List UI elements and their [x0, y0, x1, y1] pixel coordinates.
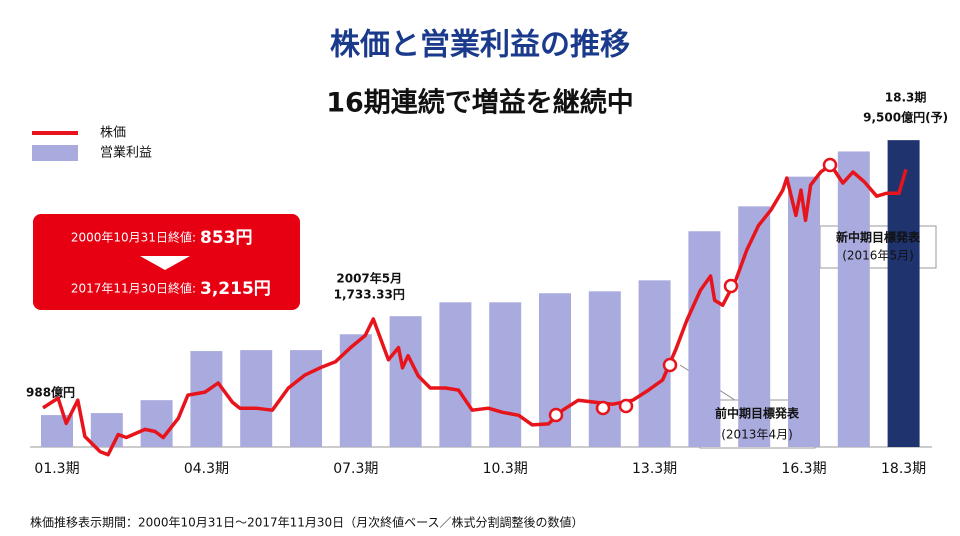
legend-label: 営業利益	[100, 145, 152, 161]
annotation: (2016年5月)	[842, 249, 914, 263]
bar	[688, 231, 721, 447]
data-label: 988億円	[26, 385, 75, 400]
bar	[290, 350, 322, 447]
x-tick-label: 10.3期	[483, 461, 528, 477]
event-marker	[618, 398, 634, 414]
x-tick-label: 01.3期	[34, 461, 79, 477]
x-tick-label: 07.3期	[333, 461, 378, 477]
annotation: 前中期目標発表	[715, 406, 800, 421]
annotation: 2000年10月31日終値:	[71, 230, 196, 245]
event-marker	[723, 278, 739, 294]
data-label: 1,733.33円	[334, 288, 405, 302]
x-tick-label: 16.3期	[781, 461, 826, 477]
bar	[788, 176, 820, 448]
event-marker	[822, 157, 838, 173]
annotation: 18.3期	[885, 90, 927, 105]
bar	[389, 316, 422, 447]
annotation: 2017年11月30日終値:	[71, 281, 196, 296]
data-label: 9,500億円(予)	[863, 110, 948, 125]
annotation: 新中期目標発表	[836, 230, 921, 245]
x-tick-label: 13.3期	[632, 461, 677, 477]
footnote: 株価推移表示期間：2000年10月31日～2017年11月30日（月次終値ベース…	[30, 515, 584, 530]
bar	[90, 413, 123, 447]
bar	[489, 302, 522, 447]
bar	[887, 140, 920, 447]
event-marker	[595, 400, 611, 416]
bar	[240, 350, 273, 447]
arrow	[140, 256, 190, 270]
price-line	[42, 163, 908, 457]
event-marker	[548, 407, 564, 423]
chart-title: 株価と営業利益の推移	[330, 28, 630, 63]
bar	[837, 151, 870, 447]
bar	[140, 400, 173, 447]
annotation: (2013年4月)	[721, 428, 793, 442]
data-label: 853円	[200, 228, 253, 248]
x-tick-label: 04.3期	[184, 461, 229, 477]
bar	[190, 351, 223, 447]
annotation: 2007年5月	[336, 271, 402, 286]
bar	[738, 206, 771, 447]
bar	[439, 302, 472, 447]
data-label: 3,215円	[200, 279, 271, 299]
bar	[588, 291, 621, 447]
legend-label: 株価	[100, 126, 126, 141]
legend-swatch	[32, 145, 78, 161]
event-marker	[662, 357, 678, 373]
x-tick-label: 18.3期	[881, 461, 926, 477]
chart-subtitle: 16期連続で増益を継続中	[326, 87, 634, 119]
